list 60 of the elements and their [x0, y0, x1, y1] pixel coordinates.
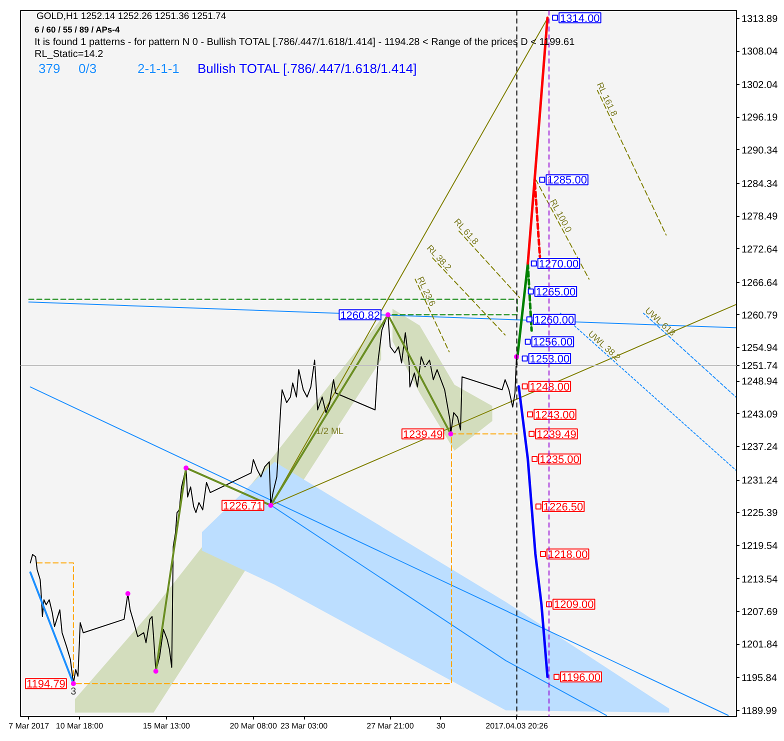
data-label: 1260.00: [534, 314, 574, 326]
x-tick-label: 10 Mar 18:00: [56, 722, 104, 730]
annotation: RL_Static=14.2: [34, 49, 104, 60]
y-tick-label: 1213.54: [742, 574, 778, 586]
x-tick-label: 15 Mar 13:00: [142, 722, 191, 730]
data-label: 1243.00: [535, 409, 575, 422]
data-label: 1253.00: [530, 353, 570, 366]
y-tick-label: 1272.64: [742, 244, 778, 256]
x-tick-label: 7 Mar 2017: [8, 722, 50, 730]
annotation: 379: [38, 61, 60, 76]
data-label: 1270.00: [538, 258, 579, 271]
y-tick-label: 1248.94: [742, 376, 778, 388]
data-label: 1314.00: [560, 12, 600, 25]
annotation: RL 161.8: [594, 80, 620, 118]
y-tick-label: 1266.64: [742, 278, 778, 289]
annotation: 2-1-1-1: [138, 61, 180, 76]
data-label: 1196.00: [562, 672, 601, 684]
y-tick-label: 1313.89: [742, 14, 778, 25]
y-tick-label: 1254.94: [742, 343, 778, 354]
data-label: 1248.00: [530, 381, 570, 394]
y-tick-label: 1290.34: [742, 145, 778, 156]
annotation: RL 23.6: [415, 275, 438, 308]
data-label: 1226.71: [223, 500, 263, 512]
y-tick-label: 1278.49: [742, 212, 778, 223]
data-label: 1256.00: [532, 336, 573, 349]
x-tick-label: 27 Mar 21:00: [366, 722, 414, 730]
y-tick-label: 1296.19: [742, 112, 778, 124]
y-tick-label: 1195.84: [742, 673, 778, 684]
data-label: 1209.00: [554, 599, 594, 612]
y-tick-label: 1189.99: [742, 706, 778, 717]
text: 6 / 60 / 55 / 89 / APs-4: [34, 24, 120, 34]
y-tick-label: 1231.24: [742, 476, 778, 487]
annotation: RL 100.0: [548, 197, 574, 234]
y-tick-label: 1302.04: [742, 80, 778, 92]
y-tick-label: 1237.24: [742, 442, 778, 453]
annotation: 1/2 ML: [316, 426, 344, 436]
y-tick-label: 1284.34: [742, 178, 778, 190]
y-tick-label: 1308.04: [742, 46, 778, 58]
chart-title: GOLD,H1 1252.14 1252.26 1251.36 1251.74: [36, 11, 226, 22]
y-tick-label: 1260.79: [742, 310, 778, 322]
data-label: 1239.49: [536, 428, 576, 441]
y-tick-label: 1219.54: [742, 540, 778, 552]
data-label: 1239.49: [402, 428, 443, 441]
data-label: 1260.82: [340, 310, 380, 322]
x-tick-label: 30: [436, 722, 446, 730]
y-tick-label: 1225.39: [742, 508, 778, 520]
annotation: 3: [70, 686, 77, 698]
y-tick-label: 1207.69: [742, 607, 778, 618]
annotation: Bullish TOTAL [.786/.447/1.618/1.414]: [198, 61, 417, 76]
ref-line-label: 1251.74: [742, 361, 778, 372]
annotation: 0/3: [78, 61, 97, 76]
y-tick-label: 1243.09: [742, 409, 778, 420]
ref-line-label: 2017.04.03 20:26: [486, 722, 548, 730]
x-tick-label: 20 Mar 08:00: [230, 722, 278, 730]
data-label: 1235.00: [540, 454, 580, 466]
data-label: 1218.00: [548, 548, 588, 561]
x-tick-label: 23 Mar 03:00: [280, 722, 328, 730]
data-label: 1226.50: [543, 501, 584, 514]
y-tick-label: 1201.84: [742, 640, 778, 651]
data-label: 1194.79: [26, 678, 66, 691]
